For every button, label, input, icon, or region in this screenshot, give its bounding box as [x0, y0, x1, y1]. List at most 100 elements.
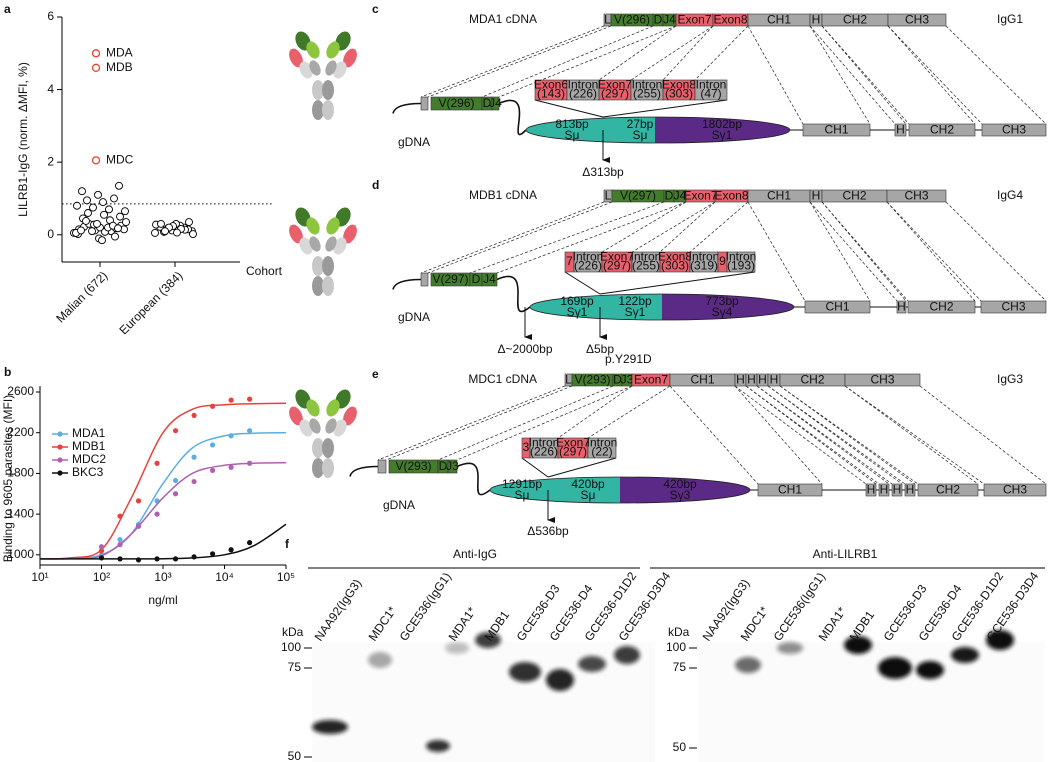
- connector: [456, 385, 633, 461]
- connector: [945, 25, 1047, 125]
- y-axis-label: LILRB1-IgG (norm. ΔMFI, %): [16, 62, 30, 217]
- exon-box-label: Exon8: [662, 78, 696, 92]
- marker-label: 100: [281, 640, 301, 654]
- exon-box-label: (255): [632, 259, 660, 273]
- constant-box: [865, 483, 877, 497]
- connector: [886, 201, 982, 302]
- data-point: [98, 236, 106, 245]
- exon-box-label: Intron: [529, 436, 560, 450]
- y-tick-label: 4: [47, 82, 54, 96]
- exon-box-label: (193): [727, 259, 755, 273]
- constant-box: [894, 123, 907, 137]
- constant-label: H: [893, 483, 902, 497]
- constant-label: H: [896, 123, 905, 137]
- connector: [659, 201, 716, 253]
- data-point: [121, 207, 129, 216]
- gdna-segment-label: V(297): [432, 272, 468, 286]
- data-point: [135, 523, 142, 529]
- data-point: [172, 556, 179, 562]
- connector: [630, 25, 714, 81]
- marker-label: 75: [673, 660, 687, 674]
- exon-box-label: (303): [665, 87, 693, 101]
- y-axis-label: Binding to 9605 parasites (MFI): [1, 395, 15, 562]
- constant-box: [980, 300, 1047, 314]
- exon-box-label: Exon6: [534, 78, 568, 92]
- x-tick-label: Malian (672): [53, 268, 110, 325]
- blot-band: [312, 720, 348, 734]
- connector: [557, 385, 633, 439]
- switch-label: Sγ1: [712, 128, 733, 142]
- blot-title: Anti-IgG: [453, 547, 497, 561]
- data-point: [117, 513, 123, 519]
- exon-box-label: Intron: [568, 78, 599, 92]
- connector: [598, 25, 677, 81]
- marker-label: 100: [666, 640, 686, 654]
- data-point: [105, 205, 113, 214]
- blot-band: [735, 657, 761, 673]
- connector: [767, 385, 903, 485]
- connector: [809, 201, 898, 302]
- constant-label: CH3: [1001, 300, 1025, 314]
- connector: [844, 385, 985, 485]
- connector: [809, 201, 871, 302]
- connector: [496, 201, 687, 274]
- data-point: [157, 219, 165, 228]
- cdna-segment-label: Exon7: [683, 189, 717, 203]
- cdna-segment-label: CH2: [800, 373, 824, 387]
- exon-box-label: (297): [559, 445, 587, 459]
- panel-label: a: [4, 2, 11, 16]
- exon-box-label: Intron: [696, 78, 727, 92]
- constant-label: H: [867, 483, 876, 497]
- cdna-segment-label: H: [747, 373, 756, 387]
- blot-band: [878, 657, 912, 679]
- switch-label: 1802bp: [702, 117, 742, 131]
- connector: [385, 385, 573, 461]
- blot-band: [368, 652, 392, 668]
- lane-label: GCE536(IgG1): [397, 570, 454, 644]
- blot-band: [426, 740, 450, 752]
- deletion-label: Δ5bp: [586, 342, 614, 356]
- constant-label: CH1: [778, 483, 802, 497]
- gdna-segment-label: J3: [446, 459, 459, 473]
- constant-label: CH2: [936, 483, 960, 497]
- cdna-segment-label: V(297): [620, 189, 656, 203]
- antibody-icon: [286, 387, 359, 478]
- switch-label: 27bp: [627, 117, 654, 131]
- legend-label: MDA1: [72, 426, 106, 440]
- gdna-segment: [447, 459, 458, 474]
- cdna-segment-label: CH1: [690, 373, 714, 387]
- data-point: [98, 544, 105, 550]
- data-point: [228, 464, 234, 470]
- cdna-title: MDC1 cDNA: [468, 372, 537, 386]
- cdna-segment-label: H: [736, 373, 745, 387]
- connector: [756, 385, 893, 485]
- exon-box-label: (226): [569, 87, 597, 101]
- data-point: [189, 230, 197, 239]
- data-point: [247, 460, 253, 466]
- connector: [809, 25, 896, 125]
- exon-box-label: (297): [601, 87, 629, 101]
- data-point: [161, 227, 169, 236]
- blot-band: [509, 662, 541, 682]
- data-point: [117, 556, 123, 562]
- lane-label: MDC1*: [366, 604, 400, 644]
- gdna-segment-label: D: [483, 96, 492, 110]
- highlight-label: MDC: [106, 153, 134, 167]
- data-point: [228, 433, 234, 439]
- data-point: [154, 460, 160, 466]
- kda-label: kDa: [668, 625, 690, 639]
- connector: [779, 385, 919, 485]
- cdna-segment-label: L: [605, 189, 612, 203]
- exon-box-label: (255): [633, 87, 661, 101]
- data-point: [228, 397, 234, 403]
- connector: [747, 201, 806, 302]
- data-point: [173, 228, 181, 237]
- cdna-segment-label: V(293): [574, 373, 610, 387]
- blot-band: [614, 646, 640, 664]
- data-point: [82, 217, 90, 225]
- exon-box: [587, 437, 617, 459]
- connector: [734, 385, 823, 485]
- panel-label: f: [285, 537, 290, 551]
- data-point: [135, 557, 142, 563]
- gdna-strand: [392, 102, 422, 114]
